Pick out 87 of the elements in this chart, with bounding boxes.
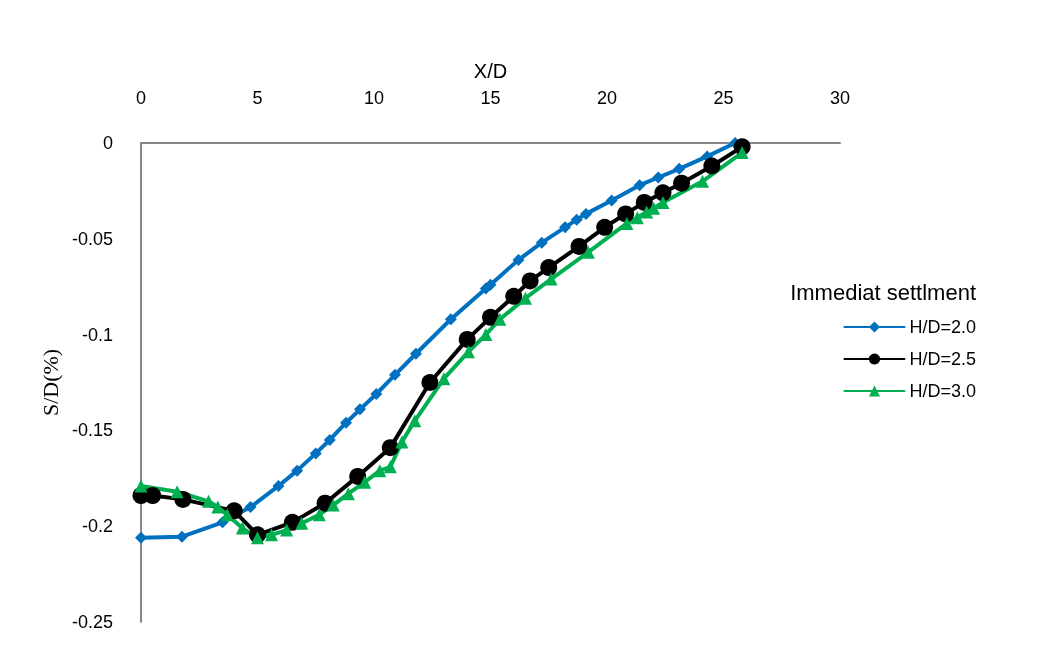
point bbox=[280, 523, 294, 537]
point bbox=[521, 272, 539, 290]
point bbox=[421, 374, 439, 391]
point bbox=[395, 435, 409, 449]
point bbox=[656, 195, 670, 209]
y-tick-label: -0.1 bbox=[81, 324, 113, 345]
point bbox=[326, 498, 340, 512]
y-axis-title: S/D(%) bbox=[37, 348, 63, 417]
point bbox=[134, 479, 148, 493]
point bbox=[630, 211, 644, 225]
point bbox=[244, 501, 257, 514]
point bbox=[544, 272, 558, 286]
point bbox=[535, 236, 548, 249]
point bbox=[291, 464, 304, 477]
point bbox=[409, 347, 422, 360]
x-tick-label: 25 bbox=[713, 88, 734, 108]
point bbox=[323, 433, 336, 446]
point bbox=[673, 174, 691, 192]
point bbox=[570, 213, 583, 226]
y-tick-label: 0 bbox=[102, 133, 113, 153]
point bbox=[505, 287, 523, 305]
point bbox=[635, 193, 653, 211]
point bbox=[518, 291, 532, 305]
point bbox=[605, 194, 618, 207]
point bbox=[383, 460, 397, 474]
point bbox=[633, 179, 646, 192]
x-tick-label: 30 bbox=[829, 88, 851, 108]
point bbox=[652, 171, 665, 184]
point bbox=[170, 485, 184, 499]
legend-label: H/D=2.5 bbox=[909, 349, 977, 369]
point bbox=[354, 403, 367, 416]
point bbox=[235, 521, 249, 535]
point bbox=[735, 146, 749, 160]
point bbox=[309, 447, 322, 460]
x-tick-label: 20 bbox=[596, 88, 618, 108]
point bbox=[580, 207, 593, 220]
point bbox=[482, 308, 499, 326]
point bbox=[493, 312, 507, 326]
point bbox=[408, 414, 422, 428]
point bbox=[620, 216, 634, 230]
point bbox=[673, 162, 686, 175]
point bbox=[373, 464, 387, 478]
point bbox=[458, 330, 476, 348]
point bbox=[202, 494, 216, 508]
point bbox=[211, 500, 225, 514]
y-tick-label: -0.25 bbox=[71, 612, 113, 632]
legend-label: H/D=2.0 bbox=[909, 317, 977, 337]
point bbox=[654, 184, 672, 202]
x-tick-label: 0 bbox=[135, 88, 147, 108]
point bbox=[295, 516, 309, 530]
point bbox=[176, 530, 189, 543]
point bbox=[220, 508, 234, 522]
y-tick-label: -0.15 bbox=[71, 420, 113, 441]
point bbox=[135, 531, 147, 544]
point bbox=[559, 221, 572, 234]
point bbox=[703, 157, 721, 175]
point bbox=[370, 388, 383, 400]
legend-label: H/D=3.0 bbox=[909, 381, 977, 401]
point bbox=[444, 313, 457, 326]
point bbox=[461, 345, 475, 359]
point bbox=[596, 218, 614, 236]
x-tick-label: 10 bbox=[363, 88, 385, 108]
point bbox=[512, 253, 525, 266]
point bbox=[581, 245, 595, 259]
point bbox=[312, 508, 326, 522]
point bbox=[381, 439, 399, 457]
point bbox=[696, 174, 710, 188]
point bbox=[349, 467, 367, 485]
point bbox=[617, 205, 635, 223]
y-tick-label: -0.05 bbox=[71, 228, 113, 249]
point bbox=[388, 368, 401, 381]
point bbox=[479, 328, 493, 342]
point bbox=[340, 416, 353, 429]
point bbox=[272, 479, 285, 492]
point bbox=[540, 259, 558, 277]
point bbox=[570, 237, 588, 255]
x-axis-title: X/D bbox=[473, 60, 508, 82]
x-tick-label: 5 bbox=[252, 88, 263, 108]
point bbox=[144, 487, 162, 505]
legend-title: Immediat settlment bbox=[790, 279, 976, 305]
point bbox=[251, 531, 264, 545]
x-tick-label: 15 bbox=[480, 88, 501, 108]
y-tick-label: -0.2 bbox=[81, 516, 113, 537]
point bbox=[264, 528, 278, 542]
point bbox=[341, 487, 355, 501]
point bbox=[437, 372, 451, 386]
point bbox=[358, 475, 372, 489]
